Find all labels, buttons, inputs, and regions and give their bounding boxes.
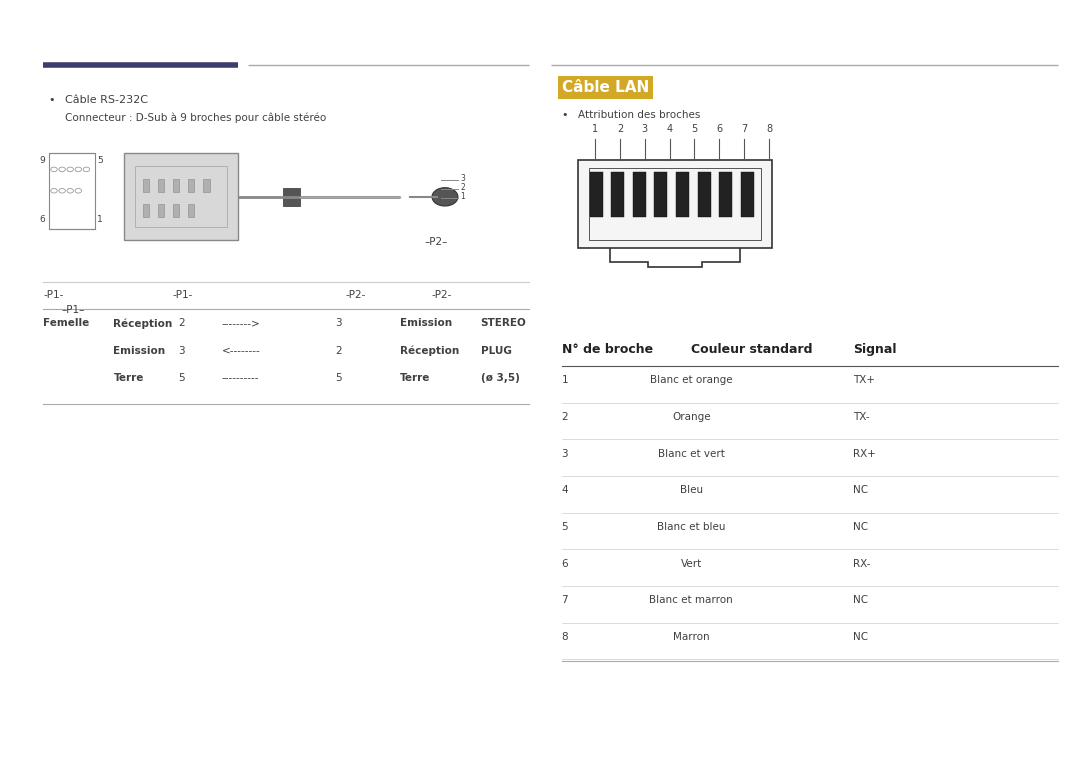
Text: 2: 2 xyxy=(178,318,185,328)
Text: 3: 3 xyxy=(335,318,341,328)
Text: 5: 5 xyxy=(178,373,185,383)
Circle shape xyxy=(432,188,458,206)
Text: 3: 3 xyxy=(460,174,465,183)
Text: 7: 7 xyxy=(562,595,568,605)
Text: 3: 3 xyxy=(178,346,185,356)
Text: Connecteur : D-Sub à 9 broches pour câble stéréo: Connecteur : D-Sub à 9 broches pour câbl… xyxy=(65,112,326,123)
Text: -------->: --------> xyxy=(221,318,260,328)
Text: <--------: <-------- xyxy=(221,346,260,356)
Text: N° de broche: N° de broche xyxy=(562,343,652,356)
Bar xyxy=(173,179,179,192)
Text: TX-: TX- xyxy=(853,412,869,422)
Text: RX+: RX+ xyxy=(853,449,876,459)
Bar xyxy=(698,172,711,217)
Text: -P1-: -P1- xyxy=(173,290,193,300)
Text: -P2-: -P2- xyxy=(346,290,366,300)
Text: –P2–: –P2– xyxy=(424,237,448,246)
Text: Blanc et bleu: Blanc et bleu xyxy=(657,522,726,532)
Text: 4: 4 xyxy=(666,124,673,134)
Bar xyxy=(158,204,164,217)
Text: 6: 6 xyxy=(40,215,45,224)
Text: 2: 2 xyxy=(335,346,341,356)
Text: •: • xyxy=(562,110,568,120)
Text: Attribution des broches: Attribution des broches xyxy=(578,110,700,120)
Bar xyxy=(188,204,194,217)
Bar xyxy=(676,172,689,217)
Bar xyxy=(124,153,238,240)
Bar xyxy=(203,179,210,192)
Bar xyxy=(188,179,194,192)
Text: 5: 5 xyxy=(97,156,103,166)
Text: 3: 3 xyxy=(642,124,648,134)
Text: 3: 3 xyxy=(562,449,568,459)
Bar xyxy=(589,168,761,240)
Bar xyxy=(590,172,603,217)
Text: Blanc et orange: Blanc et orange xyxy=(650,375,732,385)
Text: 2: 2 xyxy=(617,124,623,134)
Text: 2: 2 xyxy=(460,183,464,192)
Text: 5: 5 xyxy=(335,373,341,383)
Text: Emission: Emission xyxy=(400,318,451,328)
Text: NC: NC xyxy=(853,485,868,495)
Text: Terre: Terre xyxy=(113,373,144,383)
Text: NC: NC xyxy=(853,632,868,642)
Bar xyxy=(633,172,646,217)
Text: 1: 1 xyxy=(592,124,598,134)
Text: STEREO: STEREO xyxy=(481,318,526,328)
Text: 4: 4 xyxy=(562,485,568,495)
Bar xyxy=(283,188,300,206)
Text: Couleur standard: Couleur standard xyxy=(691,343,813,356)
Text: Signal: Signal xyxy=(853,343,896,356)
Text: •: • xyxy=(49,95,55,105)
Text: Terre: Terre xyxy=(400,373,430,383)
Text: 8: 8 xyxy=(766,124,772,134)
Text: (ø 3,5): (ø 3,5) xyxy=(481,373,519,383)
Text: –P1–: –P1– xyxy=(62,305,85,315)
Text: Bleu: Bleu xyxy=(679,485,703,495)
Text: 5: 5 xyxy=(562,522,568,532)
Text: 1: 1 xyxy=(97,215,103,224)
Text: 1: 1 xyxy=(562,375,568,385)
Text: 2: 2 xyxy=(562,412,568,422)
Text: Marron: Marron xyxy=(673,632,710,642)
Text: 8: 8 xyxy=(562,632,568,642)
Text: 5: 5 xyxy=(691,124,698,134)
Text: Emission: Emission xyxy=(113,346,165,356)
Text: Réception: Réception xyxy=(113,318,173,329)
Text: 1: 1 xyxy=(460,192,464,201)
Text: Câble LAN: Câble LAN xyxy=(562,80,649,95)
Text: -P1-: -P1- xyxy=(43,290,64,300)
Bar xyxy=(719,172,732,217)
Text: 7: 7 xyxy=(741,124,747,134)
Text: NC: NC xyxy=(853,595,868,605)
Text: 6: 6 xyxy=(716,124,723,134)
Bar xyxy=(611,172,624,217)
Text: Câble RS-232C: Câble RS-232C xyxy=(65,95,148,105)
Bar xyxy=(158,179,164,192)
Text: PLUG: PLUG xyxy=(481,346,512,356)
Bar xyxy=(143,204,149,217)
Bar xyxy=(654,172,667,217)
Text: Femelle: Femelle xyxy=(43,318,90,328)
Text: TX+: TX+ xyxy=(853,375,875,385)
Text: Orange: Orange xyxy=(672,412,711,422)
Text: RX-: RX- xyxy=(853,559,870,568)
Text: ----------: ---------- xyxy=(221,373,259,383)
Bar xyxy=(173,204,179,217)
Bar xyxy=(578,160,772,248)
Text: 9: 9 xyxy=(40,156,45,166)
Text: 6: 6 xyxy=(562,559,568,568)
Text: Réception: Réception xyxy=(400,346,459,356)
Bar xyxy=(143,179,149,192)
Text: NC: NC xyxy=(853,522,868,532)
Text: Vert: Vert xyxy=(680,559,702,568)
Text: Blanc et marron: Blanc et marron xyxy=(649,595,733,605)
Bar xyxy=(741,172,754,217)
Bar xyxy=(135,166,227,227)
Text: -P2-: -P2- xyxy=(432,290,453,300)
Text: Blanc et vert: Blanc et vert xyxy=(658,449,725,459)
